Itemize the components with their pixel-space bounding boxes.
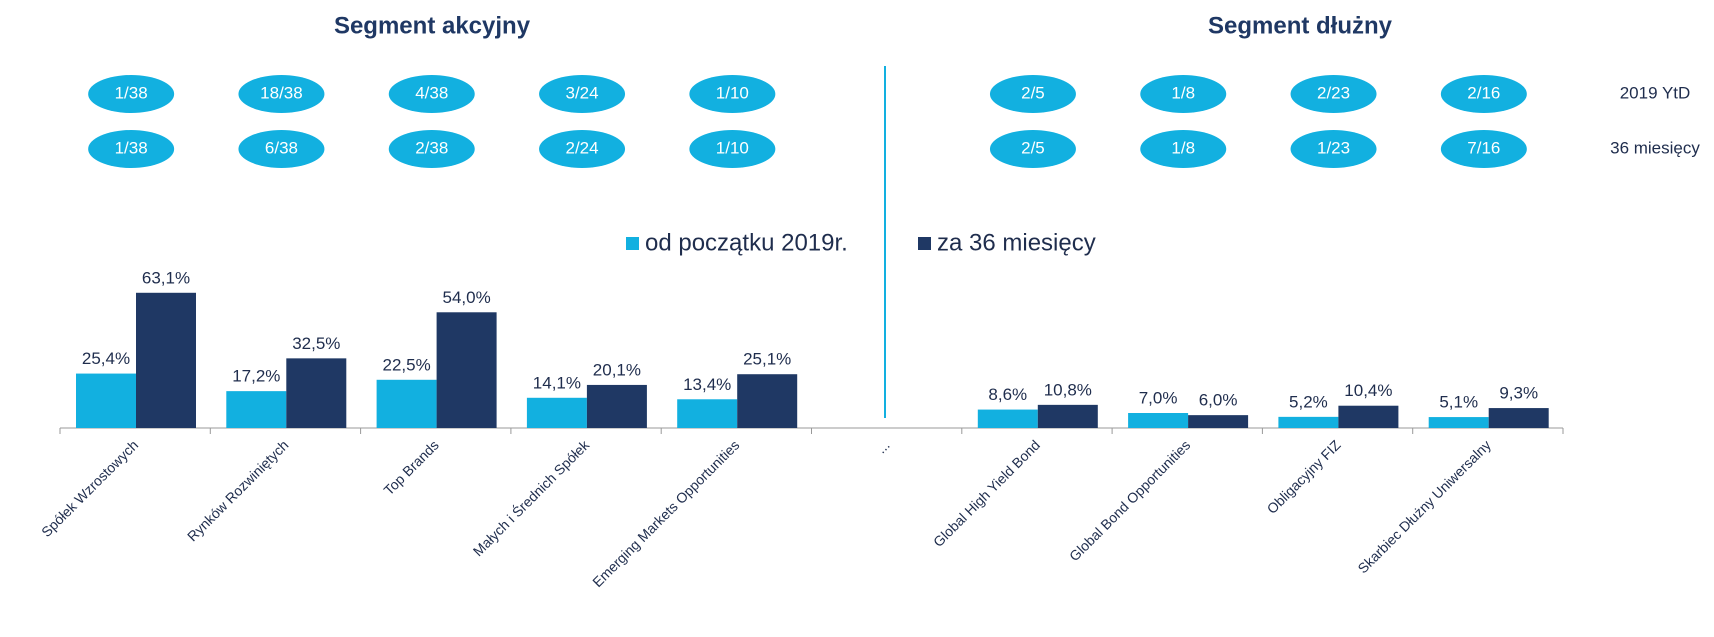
- ranking-value: 1/38: [115, 138, 148, 157]
- x-tick-label: Skarbiec Dłużny Uniwersalny: [1354, 437, 1494, 577]
- bar: [436, 312, 497, 428]
- data-label: 63,1%: [142, 268, 190, 287]
- data-label: 14,1%: [533, 373, 581, 392]
- legend-label: od początku 2019r.: [645, 229, 848, 256]
- ranking-badge: [689, 130, 776, 168]
- segment-title: Segment dłużny: [1208, 12, 1393, 39]
- ranking-value: 3/24: [566, 83, 599, 102]
- bar: [586, 384, 647, 428]
- x-tick-label: Rynków Rozwiniętych: [184, 437, 292, 545]
- bar: [1188, 415, 1249, 428]
- ranking-badge: [388, 75, 475, 113]
- x-tick-label: ...: [873, 437, 893, 457]
- data-label: 22,5%: [382, 355, 430, 374]
- ranking-badge: [989, 75, 1076, 113]
- x-tick-label: Spółek Wzrostowych: [38, 437, 141, 540]
- data-label: 25,4%: [82, 349, 130, 368]
- data-label: 10,8%: [1044, 380, 1092, 399]
- data-label: 5,1%: [1439, 393, 1478, 412]
- ranking-row-label: 2019 YtD: [1620, 83, 1691, 102]
- bar: [1488, 408, 1549, 428]
- ranking-value: 2/16: [1467, 83, 1500, 102]
- legend-label: za 36 miesięcy: [937, 229, 1096, 256]
- ranking-badge: [689, 75, 776, 113]
- ranking-value: 1/10: [716, 138, 749, 157]
- ranking-badge: [1440, 75, 1527, 113]
- data-label: 54,0%: [442, 288, 490, 307]
- bar: [226, 391, 287, 428]
- bar: [376, 379, 437, 428]
- data-label: 13,4%: [683, 375, 731, 394]
- data-label: 5,2%: [1289, 392, 1328, 411]
- ranking-value: 6/38: [265, 138, 298, 157]
- bar: [1128, 413, 1189, 428]
- bar: [977, 409, 1038, 428]
- bar: [76, 373, 136, 428]
- ranking-value: 7/16: [1467, 138, 1500, 157]
- ranking-value: 4/38: [415, 83, 448, 102]
- ranking-value: 18/38: [260, 83, 303, 102]
- ranking-badge: [539, 130, 626, 168]
- legend-swatch: [918, 237, 931, 250]
- x-tick-label: Obligacyjny FIZ: [1264, 436, 1344, 516]
- ranking-row-label: 36 miesięcy: [1610, 138, 1700, 157]
- x-tick-label: Top Brands: [380, 437, 441, 498]
- ranking-value: 1/10: [716, 83, 749, 102]
- bar: [1278, 416, 1339, 428]
- bar: [677, 399, 738, 428]
- legend-swatch: [626, 237, 639, 250]
- ranking-badge: [238, 75, 325, 113]
- ranking-badge: [1140, 75, 1227, 113]
- ranking-badge: [388, 130, 475, 168]
- bar: [737, 374, 798, 428]
- ranking-badge: [989, 130, 1076, 168]
- bar: [526, 397, 587, 428]
- data-label: 8,6%: [988, 385, 1027, 404]
- data-label: 9,3%: [1499, 384, 1538, 403]
- ranking-value: 1/23: [1317, 138, 1350, 157]
- ranking-value: 2/5: [1021, 138, 1045, 157]
- x-tick-label: Global Bond Opportunities: [1066, 437, 1193, 564]
- data-label: 7,0%: [1139, 388, 1178, 407]
- data-label: 17,2%: [232, 367, 280, 386]
- ranking-badge: [88, 75, 175, 113]
- data-label: 6,0%: [1199, 391, 1238, 410]
- data-label: 10,4%: [1344, 381, 1392, 400]
- ranking-badge: [1440, 130, 1527, 168]
- ranking-badge: [1290, 75, 1377, 113]
- bar: [1037, 404, 1098, 428]
- x-tick-label: Emerging Markets Opportunities: [589, 437, 742, 590]
- ranking-value: 1/38: [115, 83, 148, 102]
- ranking-value: 2/38: [415, 138, 448, 157]
- data-label: 20,1%: [593, 360, 641, 379]
- ranking-badge: [238, 130, 325, 168]
- ranking-value: 2/5: [1021, 83, 1045, 102]
- bar: [1428, 417, 1489, 428]
- bar: [286, 358, 347, 428]
- ranking-value: 2/24: [566, 138, 599, 157]
- x-tick-label: Global High Yield Bond: [930, 437, 1043, 550]
- data-label: 25,1%: [743, 350, 791, 369]
- x-tick-label: Małych i Średnich Spółek: [469, 435, 593, 559]
- ranking-value: 2/23: [1317, 83, 1350, 102]
- data-label: 32,5%: [292, 334, 340, 353]
- ranking-badge: [1290, 130, 1377, 168]
- ranking-badge: [1140, 130, 1227, 168]
- bar: [1338, 405, 1399, 428]
- ranking-value: 1/8: [1171, 83, 1195, 102]
- ranking-value: 1/8: [1171, 138, 1195, 157]
- segment-title: Segment akcyjny: [334, 12, 531, 39]
- ranking-badge: [88, 130, 175, 168]
- ranking-badge: [539, 75, 626, 113]
- bar: [136, 292, 196, 428]
